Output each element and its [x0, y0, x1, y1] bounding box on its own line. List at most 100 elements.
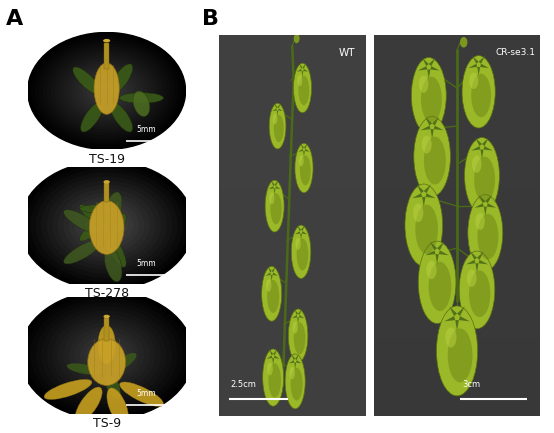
Polygon shape — [301, 225, 305, 231]
Text: CR-se3.1: CR-se3.1 — [495, 48, 535, 57]
Ellipse shape — [437, 306, 478, 396]
Circle shape — [64, 194, 149, 257]
Polygon shape — [302, 231, 307, 234]
Ellipse shape — [418, 241, 456, 323]
Polygon shape — [296, 360, 301, 363]
Circle shape — [67, 61, 146, 120]
Ellipse shape — [414, 116, 450, 197]
Polygon shape — [271, 181, 275, 186]
Ellipse shape — [104, 180, 110, 184]
Circle shape — [95, 82, 119, 100]
Circle shape — [53, 185, 160, 265]
Polygon shape — [300, 143, 304, 149]
Polygon shape — [473, 56, 479, 64]
Ellipse shape — [44, 379, 92, 400]
Polygon shape — [303, 69, 308, 72]
Polygon shape — [421, 126, 430, 130]
Polygon shape — [480, 149, 484, 158]
Ellipse shape — [274, 115, 284, 142]
Bar — [104, 318, 110, 341]
Circle shape — [20, 161, 193, 290]
Polygon shape — [430, 66, 439, 71]
Circle shape — [20, 291, 193, 419]
Bar — [374, 35, 540, 111]
Circle shape — [64, 323, 149, 387]
Polygon shape — [271, 267, 275, 272]
Circle shape — [91, 79, 122, 103]
Polygon shape — [304, 143, 307, 149]
Circle shape — [97, 348, 116, 362]
Circle shape — [99, 85, 115, 97]
Polygon shape — [484, 207, 487, 216]
Bar — [104, 43, 110, 69]
Polygon shape — [422, 197, 425, 207]
Circle shape — [70, 198, 143, 252]
Polygon shape — [449, 306, 457, 316]
Ellipse shape — [471, 74, 491, 117]
Ellipse shape — [98, 325, 115, 364]
Ellipse shape — [468, 195, 503, 271]
Circle shape — [80, 336, 133, 375]
Ellipse shape — [462, 55, 495, 128]
Polygon shape — [425, 117, 432, 126]
Circle shape — [53, 315, 160, 395]
Ellipse shape — [419, 76, 428, 93]
Circle shape — [59, 56, 154, 126]
Ellipse shape — [267, 280, 279, 313]
Circle shape — [28, 32, 186, 149]
Polygon shape — [298, 309, 302, 315]
Ellipse shape — [80, 205, 115, 213]
Polygon shape — [274, 188, 275, 194]
Polygon shape — [417, 184, 424, 193]
Ellipse shape — [465, 138, 500, 214]
Ellipse shape — [261, 266, 282, 321]
Ellipse shape — [295, 238, 301, 250]
Circle shape — [102, 88, 111, 94]
Polygon shape — [273, 349, 277, 355]
Ellipse shape — [411, 58, 447, 134]
Polygon shape — [302, 71, 303, 77]
Circle shape — [35, 38, 178, 143]
Polygon shape — [429, 58, 435, 66]
Circle shape — [91, 344, 122, 366]
Ellipse shape — [269, 363, 281, 397]
Text: 5mm: 5mm — [136, 259, 156, 268]
Circle shape — [37, 303, 177, 407]
Polygon shape — [299, 315, 304, 318]
Circle shape — [37, 173, 177, 277]
Ellipse shape — [445, 327, 456, 348]
Ellipse shape — [422, 136, 432, 154]
Circle shape — [59, 190, 155, 261]
Polygon shape — [484, 146, 493, 151]
Polygon shape — [466, 260, 475, 265]
Ellipse shape — [110, 353, 136, 372]
Polygon shape — [471, 146, 480, 151]
Polygon shape — [297, 69, 302, 72]
Circle shape — [42, 177, 171, 273]
Polygon shape — [457, 306, 465, 316]
Ellipse shape — [105, 213, 126, 249]
Ellipse shape — [469, 73, 478, 89]
Polygon shape — [475, 138, 482, 146]
Polygon shape — [427, 69, 430, 78]
Circle shape — [71, 65, 142, 117]
Bar — [374, 339, 540, 416]
Polygon shape — [274, 355, 280, 359]
Polygon shape — [470, 251, 477, 260]
Polygon shape — [271, 275, 273, 281]
Polygon shape — [475, 203, 484, 208]
Circle shape — [55, 53, 158, 129]
Ellipse shape — [273, 114, 278, 124]
Polygon shape — [294, 362, 296, 369]
Circle shape — [75, 202, 138, 249]
Polygon shape — [455, 320, 459, 331]
Polygon shape — [269, 349, 273, 355]
Ellipse shape — [296, 239, 309, 271]
Ellipse shape — [448, 328, 473, 382]
Polygon shape — [425, 250, 435, 255]
Circle shape — [25, 295, 188, 415]
Ellipse shape — [269, 103, 286, 149]
Polygon shape — [297, 225, 301, 231]
Ellipse shape — [299, 155, 304, 166]
Polygon shape — [444, 316, 455, 321]
